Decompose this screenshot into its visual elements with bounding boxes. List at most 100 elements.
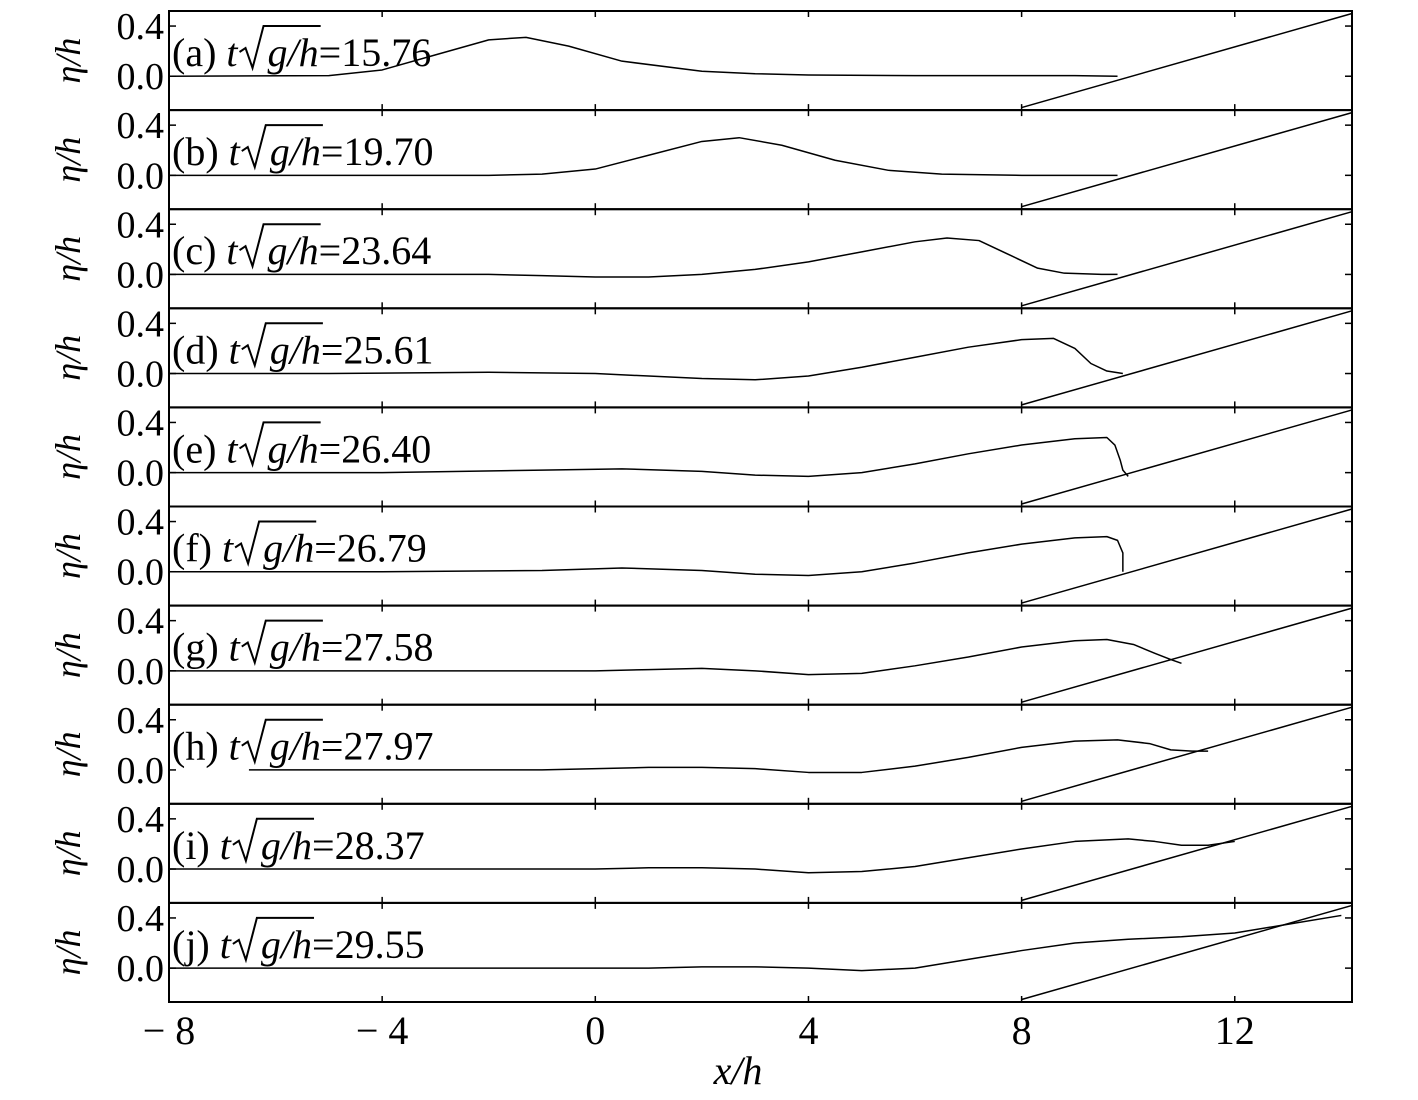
- x-axis-title: x/h: [713, 1048, 763, 1093]
- time-value: =26.40: [319, 426, 432, 471]
- panel-label: (i) t g/h=28.37: [172, 823, 425, 868]
- time-value: =19.70: [321, 129, 434, 174]
- x-tick-label: − 4: [356, 1008, 409, 1053]
- y-tick-label: 0.0: [117, 354, 165, 396]
- panel-0: 0.0 0.4 η/h (a) t g/h=15.76: [48, 6, 1353, 112]
- panel-9: 0.0 0.4 η/h (j) t g/h=29.55: [48, 898, 1353, 1004]
- radicand-text: g/h: [261, 823, 312, 868]
- panel-2: 0.0 0.4 η/h (c) t g/h=23.64: [48, 204, 1353, 310]
- y-tick-label: 0.4: [117, 402, 165, 444]
- time-variable: t: [229, 327, 241, 372]
- y-tick-label: 0.0: [117, 453, 165, 495]
- panel-8: 0.0 0.4 η/h (i) t g/h=28.37: [48, 799, 1353, 904]
- y-tick-label: 0.0: [117, 849, 165, 891]
- radicand-text: g/h: [270, 129, 321, 174]
- time-variable: t: [229, 625, 241, 670]
- beach-slope-line: [1021, 111, 1353, 208]
- panel-letter: (j): [172, 922, 220, 967]
- wave-profile-line: [169, 436, 1129, 478]
- time-value: =27.58: [321, 625, 434, 670]
- beach-slope-line: [1021, 706, 1353, 803]
- radical-sign: [238, 421, 321, 468]
- panels-layer: 0.00.4η/h (a) t g/h=15.760.00.4η/h (b) t g/h…: [48, 6, 1353, 1004]
- y-tick-label: 0.0: [117, 56, 165, 98]
- panel-letter: (f): [172, 526, 222, 571]
- panel-letter: (a): [172, 30, 226, 75]
- radical-sign: [241, 322, 323, 369]
- x-tick-label: 0: [585, 1008, 605, 1053]
- y-tick-label: 0.4: [117, 303, 165, 345]
- y-axis-title: η/h: [48, 335, 88, 381]
- panel-label: (g) t g/h=27.58: [172, 625, 433, 670]
- y-axis-title: η/h: [48, 731, 88, 777]
- radical-sign: [234, 520, 317, 567]
- beach-slope-line: [1021, 508, 1353, 604]
- time-variable: t: [220, 823, 232, 868]
- panel-3: 0.0 0.4 η/h (d) t g/h=25.61: [48, 303, 1353, 409]
- y-axis-title: η/h: [48, 38, 88, 84]
- x-axis: − 8 − 4 0 4 8 12: [143, 1008, 1255, 1053]
- x-tick-label: 12: [1215, 1008, 1255, 1053]
- panel-letter: (i): [172, 823, 220, 868]
- panel-label: (f) t g/h=26.79: [172, 526, 427, 571]
- y-tick-label: 0.0: [117, 155, 165, 197]
- wave-profile-line: [169, 535, 1124, 577]
- panel-label: (j) t g/h=29.55: [172, 922, 425, 967]
- radicand-text: g/h: [270, 625, 321, 670]
- panel-label: (a) t g/h=15.76: [172, 30, 431, 75]
- y-tick-label: 0.4: [117, 898, 165, 940]
- y-tick-label: 0.0: [117, 552, 165, 594]
- panel-letter: (h): [172, 724, 229, 769]
- y-tick-label: 0.4: [117, 105, 165, 147]
- wave-profile-line: [169, 337, 1123, 381]
- radical-sign: [238, 25, 321, 72]
- beach-slope-line: [1021, 310, 1353, 406]
- panel-4: 0.0 0.4 η/h (e) t g/h=26.40: [48, 402, 1353, 508]
- time-variable: t: [220, 922, 232, 967]
- panel-1: 0.0 0.4 η/h (b) t g/h=19.70: [48, 105, 1353, 211]
- x-tick-label: 4: [798, 1008, 818, 1053]
- y-axis-title: η/h: [48, 533, 88, 579]
- y-tick-label: 0.0: [117, 948, 165, 990]
- radicand-text: g/h: [270, 724, 321, 769]
- panel-label: (h) t g/h=27.97: [172, 724, 433, 769]
- y-tick-label: 0.4: [117, 204, 165, 246]
- time-value: =28.37: [312, 823, 425, 868]
- panel-letter: (e): [172, 426, 226, 471]
- panel-label: (b) t g/h=19.70: [172, 129, 433, 174]
- y-axis-title: η/h: [48, 137, 88, 183]
- panel-frame: [168, 901, 1353, 1004]
- y-axis-title: η/h: [48, 830, 88, 876]
- panel-letter: (b): [172, 129, 229, 174]
- time-variable: t: [226, 426, 238, 471]
- time-value: =25.61: [321, 327, 434, 372]
- y-tick-label: 0.4: [117, 601, 165, 643]
- wave-profile-line: [168, 36, 1118, 77]
- radicand-text: g/h: [268, 426, 319, 471]
- y-axis-title: η/h: [48, 632, 88, 678]
- time-variable: t: [229, 129, 241, 174]
- beach-slope-line: [1021, 409, 1353, 505]
- y-axis-title: η/h: [48, 236, 88, 282]
- wave-profile-line: [169, 914, 1342, 972]
- beach-slope-line: [1021, 904, 1353, 1001]
- radical-sign: [238, 223, 321, 270]
- radical-sign: [232, 916, 315, 964]
- y-tick-label: 0.0: [117, 651, 165, 693]
- time-value: =29.55: [312, 922, 425, 967]
- wave-profile-line: [169, 638, 1182, 676]
- radicand-text: g/h: [270, 327, 321, 372]
- wave-profile-line: [169, 136, 1118, 177]
- radicand-text: g/h: [263, 526, 314, 571]
- y-tick-label: 0.4: [117, 502, 165, 544]
- panel-label: (e) t g/h=26.40: [172, 426, 431, 471]
- time-value: =23.64: [319, 228, 432, 273]
- y-tick-label: 0.4: [117, 700, 165, 742]
- panel-letter: (d): [172, 327, 229, 372]
- radical-sign: [241, 619, 323, 667]
- wave-profile-line: [169, 237, 1118, 278]
- time-variable: t: [226, 228, 238, 273]
- y-tick-label: 0.0: [117, 254, 165, 296]
- radicand-text: g/h: [268, 30, 319, 75]
